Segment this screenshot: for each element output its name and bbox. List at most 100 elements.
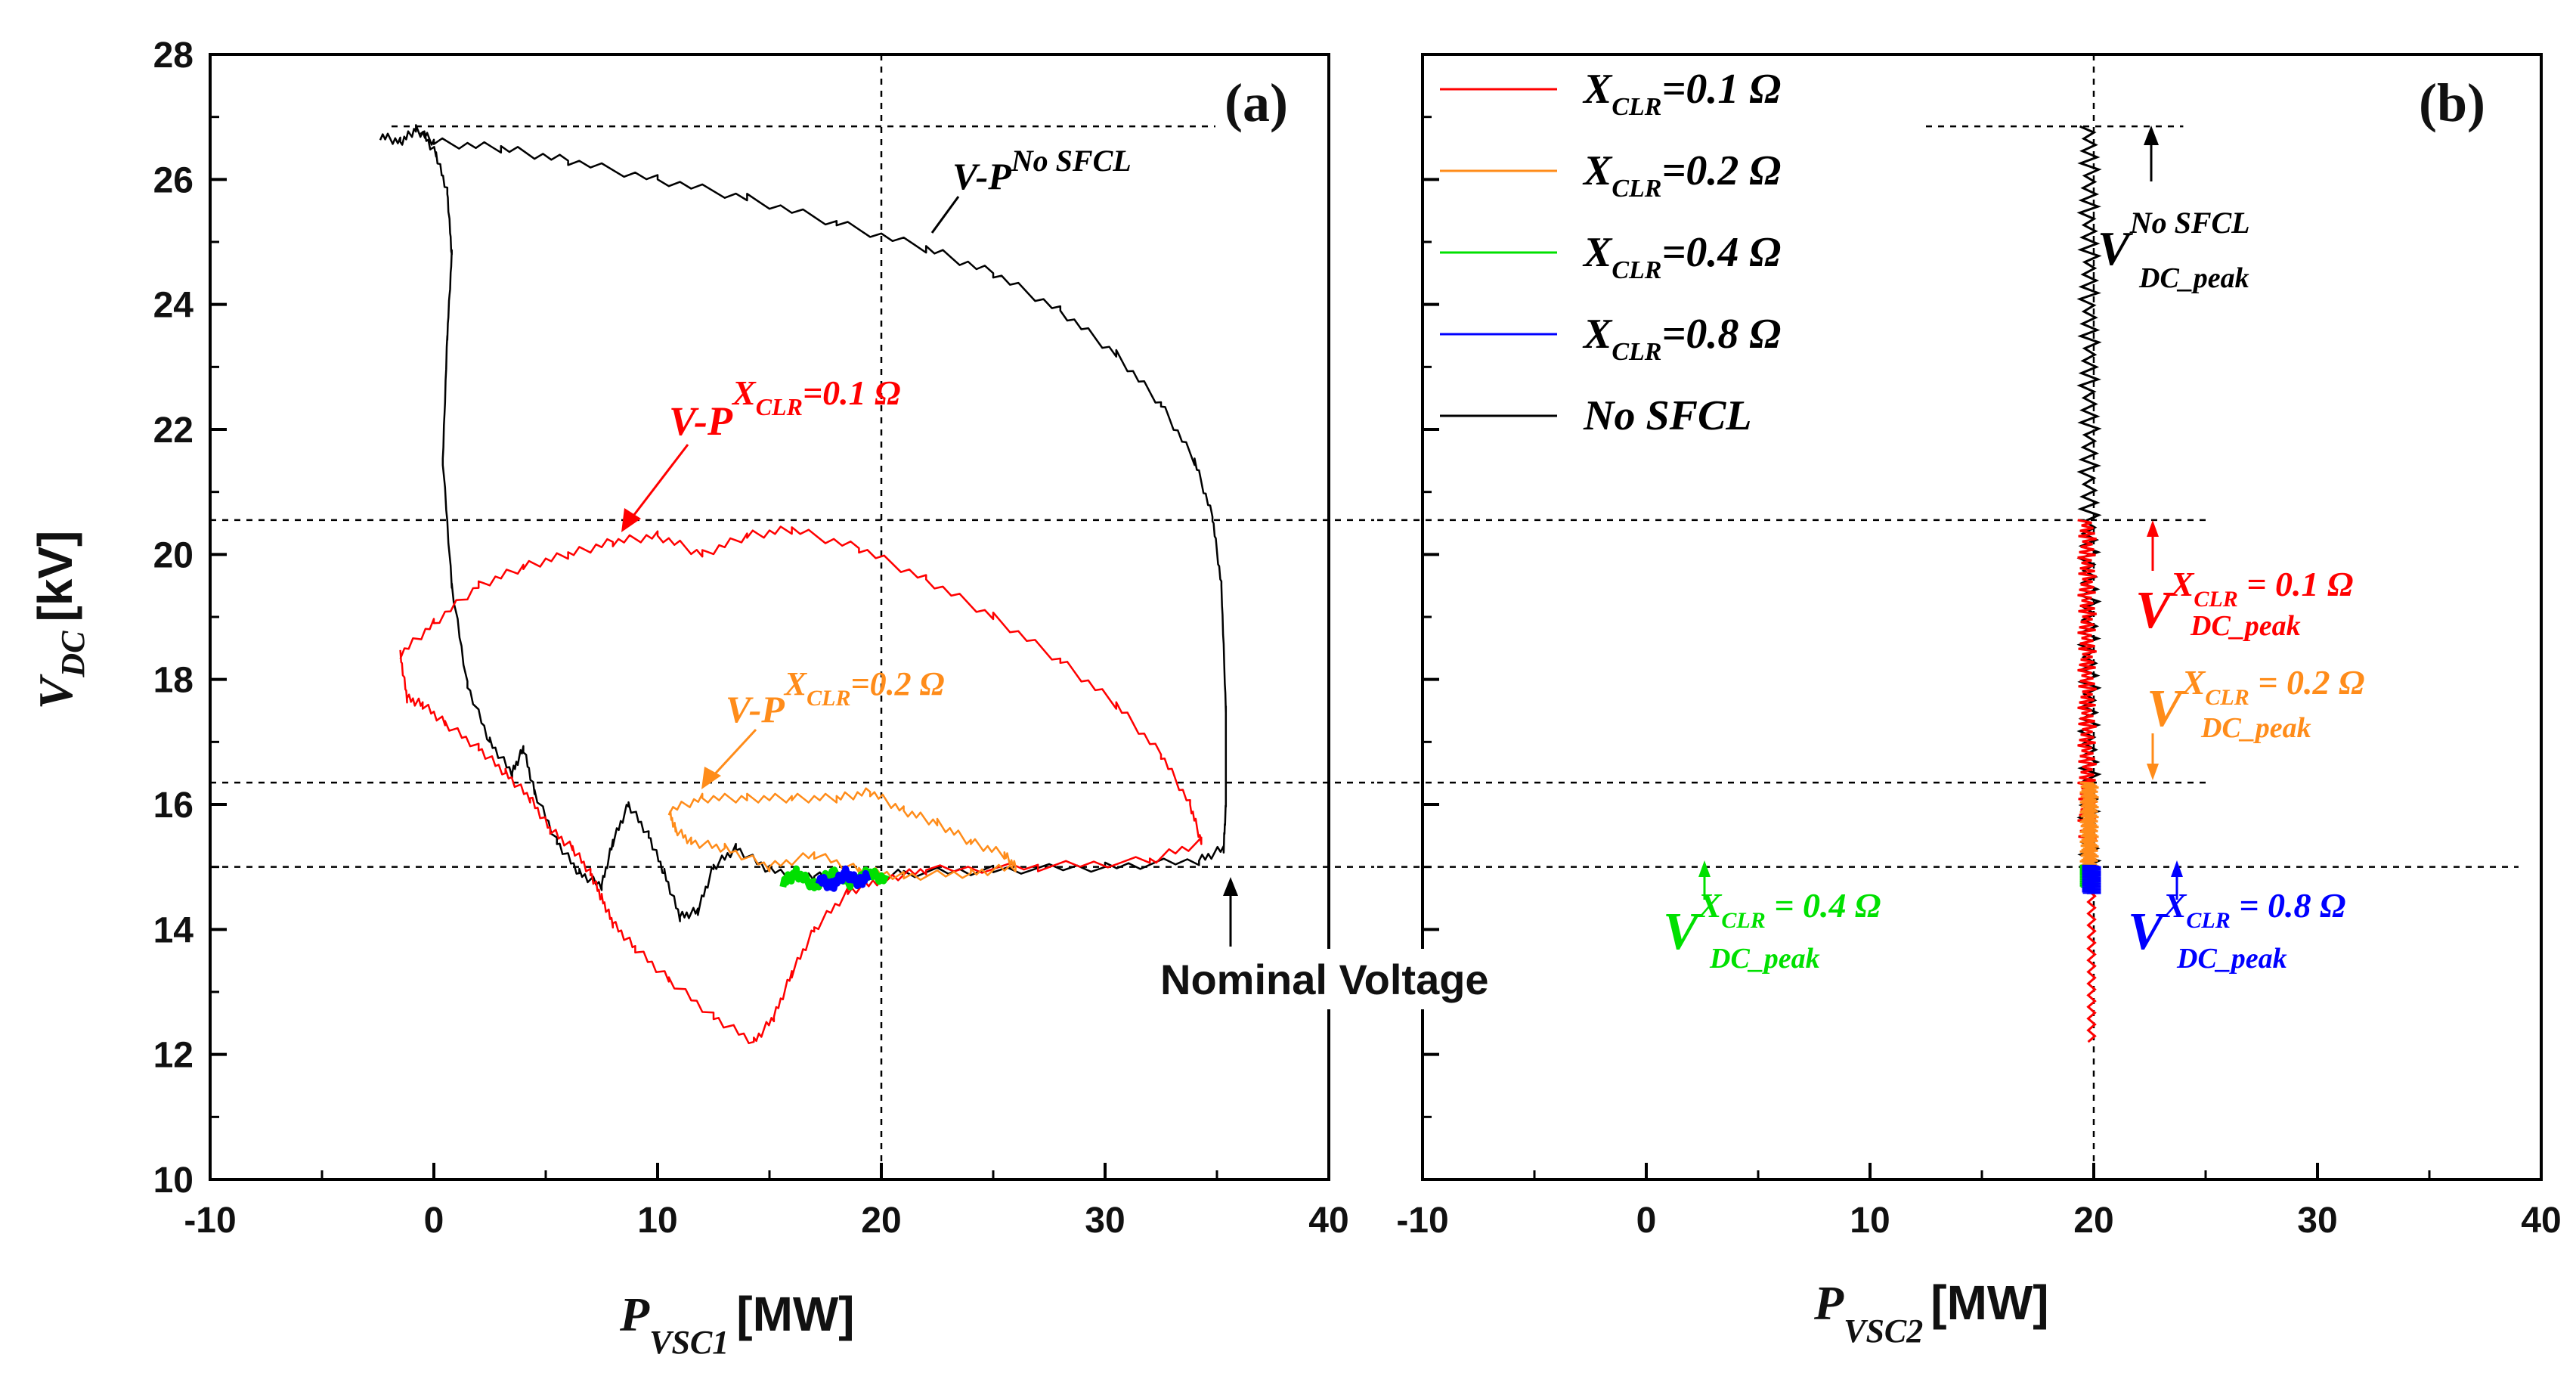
- annotation-b-x08-text: VXCLR = 0.8 Ω: [2128, 886, 2345, 961]
- annotation-b-x04-sup-sub: CLR: [1721, 908, 1765, 933]
- x-tick-label-0-1: 0: [424, 1201, 444, 1241]
- panel-b-frame: [1421, 53, 2543, 1181]
- x-tick-label-0-0: -10: [184, 1201, 236, 1241]
- x-tick-label-1-2: 10: [1850, 1201, 1890, 1241]
- annotation-b-x01-sub: DC_peak: [2190, 610, 2301, 642]
- x-tick-label-1-3: 20: [2073, 1201, 2113, 1241]
- x-tick-label-0-3: 20: [861, 1201, 901, 1241]
- series-0-4: [815, 865, 872, 892]
- nominal-label-bg: [1149, 949, 1572, 1009]
- series-1-1: [2077, 519, 2097, 844]
- annotation-a-nosfcl: V-PNo SFCL: [930, 144, 1132, 234]
- annotation-b-nosfcl: VNo SFCL DC_peak: [2098, 126, 2250, 294]
- annotation-a-nosfcl-base: V-P: [952, 155, 1011, 197]
- annotation-a-x01-base: V-P: [669, 398, 733, 444]
- legend-label-2: XCLR=0.4 Ω: [1582, 229, 1781, 284]
- annotation-a-x02-sup-sub: CLR: [807, 686, 850, 711]
- annotation-b-x02-base: V: [2147, 680, 2186, 738]
- x-axis-b-subscript: VSC2: [1844, 1312, 1923, 1350]
- annotation-b-nosfcl-sup: No SFCL: [2129, 206, 2250, 240]
- y-tick-label-6: 22: [153, 411, 194, 451]
- annotation-a-x02-text: V-PXCLR=0.2 Ω: [726, 665, 945, 730]
- annotation-b-x01: VXCLR = 0.1 Ω DC_peak: [2135, 520, 2353, 642]
- annotation-b-x02-text: VXCLR = 0.2 Ω: [2147, 663, 2364, 738]
- nominal-arrowhead: [1223, 877, 1238, 896]
- x-axis-a-subscript: VSC1: [649, 1324, 729, 1361]
- x-axis-title-b: PVSC2[MW]: [1813, 1275, 2049, 1350]
- x-axis-title-a: PVSC1[MW]: [619, 1287, 855, 1361]
- annotation-a-nosfcl-sup: No SFCL: [1011, 144, 1132, 178]
- series-tail-1-1: [2086, 866, 2097, 1043]
- x-tick-label-1-5: 40: [2521, 1201, 2561, 1241]
- y-axis-subscript: DC: [54, 631, 91, 678]
- y-tick-label-4: 18: [153, 661, 194, 701]
- annotation-b-x08-base: V: [2128, 903, 2167, 961]
- y-tick-label-3: 16: [153, 786, 194, 826]
- panel-a-frame: [209, 53, 1330, 1181]
- annotation-b-x01-sup: X: [2169, 565, 2195, 603]
- annotation-b-x02-sup-sub: CLR: [2205, 685, 2249, 710]
- annotation-b-nosfcl-base: V: [2098, 222, 2134, 275]
- annotation-a-x01-pointer: [627, 444, 689, 522]
- x-tick-label-1-4: 30: [2297, 1201, 2337, 1241]
- annotation-b-nosfcl-text: VNo SFCL: [2098, 206, 2250, 275]
- annotation-a-x02-sup: X: [783, 665, 808, 702]
- panel-b-label: (b): [2419, 73, 2485, 133]
- y-axis-unit: [kV]: [28, 531, 82, 622]
- annotation-b-x08: VXCLR = 0.8 Ω DC_peak: [2128, 860, 2345, 975]
- y-axis-title: VDC [kV]: [28, 531, 91, 710]
- annotation-b-x04-arrowhead: [1698, 860, 1711, 877]
- legend: XCLR=0.1 Ω XCLR=0.2 Ω XCLR=0.4 Ω XCLR=0.8 Ω…: [1440, 66, 1781, 439]
- legend-label-1: XCLR=0.2 Ω: [1582, 147, 1781, 203]
- annotation-b-x01-sup-sub: CLR: [2194, 587, 2237, 612]
- annotation-b-x08-sup-sub: CLR: [2186, 908, 2230, 933]
- annotation-b-x08-sup: X: [2162, 886, 2187, 925]
- y-tick-label-7: 24: [153, 286, 194, 326]
- annotation-a-x01-sup-sub: CLR: [756, 393, 803, 420]
- series-0-0: [379, 124, 1228, 922]
- annotation-b-nosfcl-sub: DC_peak: [2138, 262, 2249, 294]
- y-tick-label-9: 28: [153, 36, 194, 76]
- x-axis-a-symbol: P: [619, 1288, 650, 1341]
- annotation-a-x01-text: V-PXCLR=0.1 Ω: [669, 373, 900, 444]
- series-1-2: [2079, 781, 2099, 869]
- annotation-b-x02-sup: X: [2181, 663, 2206, 702]
- annotation-b-x08-sup-tail: = 0.8 Ω: [2231, 886, 2346, 925]
- series-0-2: [667, 787, 1017, 882]
- annotation-b-x02-arrowhead: [2147, 764, 2159, 780]
- annotation-b-x01-text: VXCLR = 0.1 Ω: [2135, 565, 2353, 640]
- annotation-b-x08-sub: DC_peak: [2176, 943, 2287, 975]
- y-tick-label-1: 12: [153, 1036, 194, 1076]
- y-tick-label-2: 14: [153, 910, 194, 950]
- annotation-a-x02-base: V-P: [726, 688, 785, 730]
- y-tick-label-8: 26: [153, 160, 194, 200]
- panel-a-label: (a): [1225, 73, 1288, 133]
- x-tick-label-0-2: 10: [637, 1201, 677, 1241]
- annotation-b-x04-text: VXCLR = 0.4 Ω: [1663, 886, 1881, 961]
- annotation-b-x01-base: V: [2135, 581, 2175, 640]
- x-axis-b-symbol: P: [1813, 1276, 1844, 1330]
- annotation-a-x01-sup: X: [731, 373, 757, 412]
- y-tick-label-5: 20: [153, 535, 194, 575]
- annotation-b-x01-sup-tail: = 0.1 Ω: [2238, 565, 2354, 603]
- x-tick-label-1-1: 0: [1636, 1201, 1657, 1241]
- annotation-b-x04-sup-tail: = 0.4 Ω: [1766, 886, 1881, 925]
- annotation-a-x01-sup-tail: =0.1 Ω: [803, 373, 901, 412]
- annotation-b-x08-arrowhead: [2171, 860, 2183, 877]
- x-tick-label-1-0: -10: [1396, 1201, 1448, 1241]
- annotation-b-x04: VXCLR = 0.4 Ω DC_peak: [1663, 860, 1881, 975]
- annotation-a-x02-sup-tail: =0.2 Ω: [851, 665, 945, 702]
- annotation-b-x01-arrowhead: [2147, 520, 2159, 537]
- annotation-a-nosfcl-pointer: [930, 196, 960, 234]
- annotation-a-x02-arrowhead: [701, 767, 721, 789]
- legend-label-3: XCLR=0.8 Ω: [1582, 311, 1781, 366]
- annotation-a-x01-arrowhead: [621, 508, 641, 532]
- annotation-a-x02-pointer: [709, 728, 757, 780]
- nominal-voltage-label: Nominal Voltage: [1160, 956, 1489, 1003]
- y-axis-symbol: V: [29, 673, 82, 709]
- series-0-1: [399, 525, 1203, 1045]
- annotation-b-x02: VXCLR = 0.2 Ω DC_peak: [2147, 663, 2364, 780]
- legend-label-0: XCLR=0.1 Ω: [1582, 66, 1781, 121]
- x-axis-b-unit: [MW]: [1930, 1275, 2048, 1330]
